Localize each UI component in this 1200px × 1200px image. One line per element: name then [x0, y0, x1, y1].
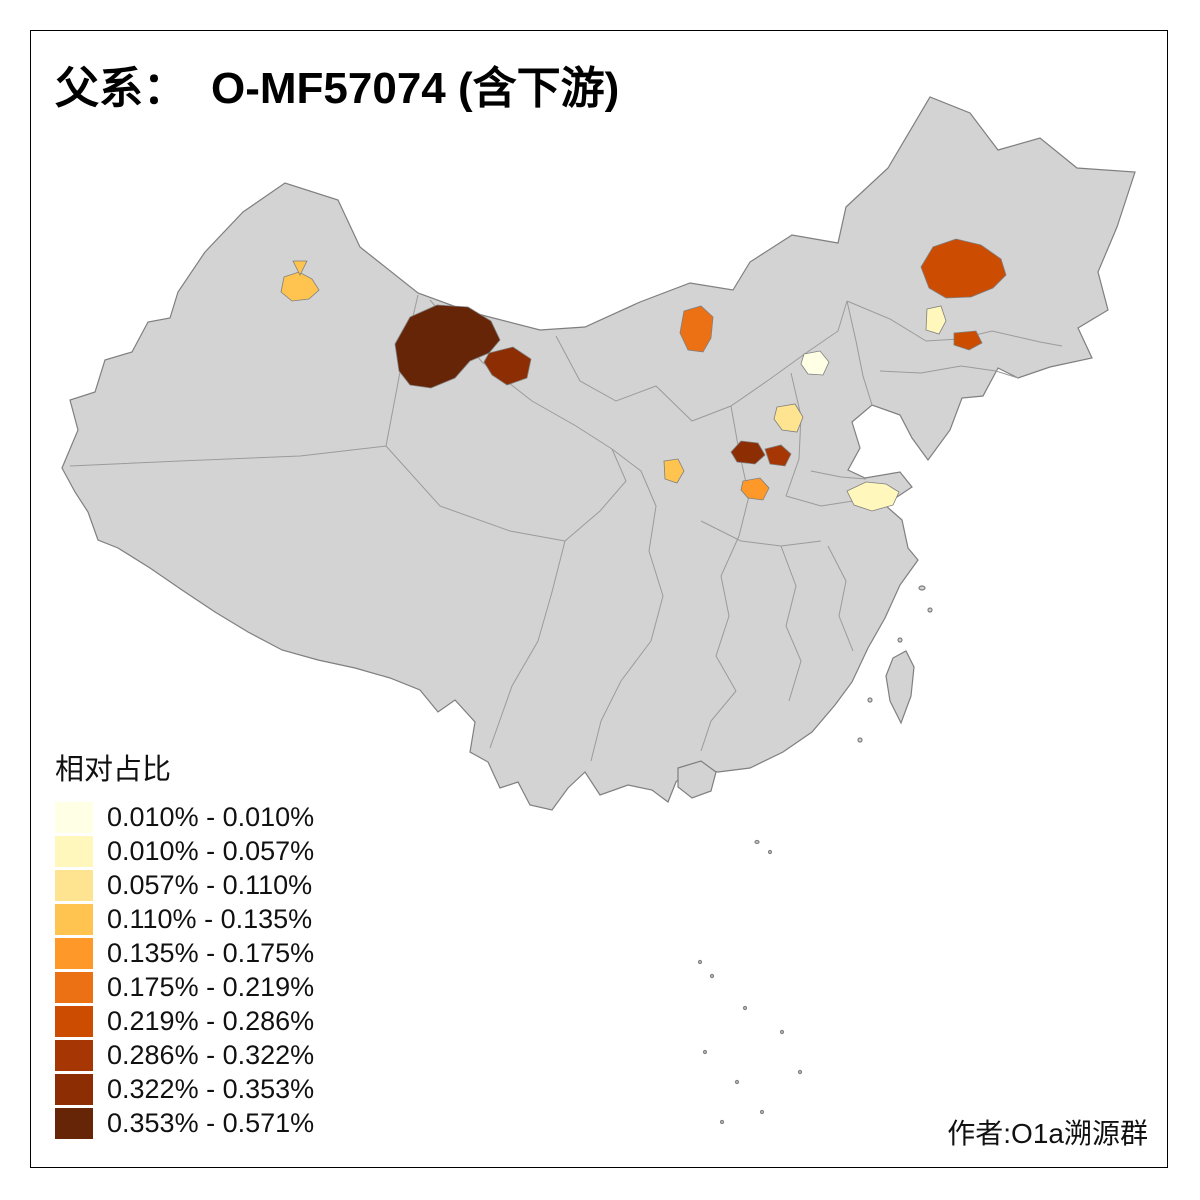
legend-swatch	[55, 836, 93, 867]
legend-swatch	[55, 1040, 93, 1071]
small-island	[767, 849, 773, 855]
region-gansu-west-large	[394, 304, 501, 389]
small-island	[897, 637, 903, 643]
legend-label: 0.353% - 0.571%	[107, 1108, 315, 1138]
region-hebei-light	[773, 403, 804, 433]
legend-label: 0.010% - 0.010%	[107, 802, 315, 832]
region-jilin-dark	[953, 330, 983, 351]
small-island	[709, 973, 715, 979]
legend-swatch	[55, 904, 93, 935]
region-inner-mongolia	[679, 305, 714, 353]
boundary-line	[385, 445, 566, 542]
boundary-line	[489, 540, 566, 749]
region-henan-orange	[740, 477, 770, 501]
boundary-line	[827, 545, 854, 652]
page-title: 父系： O-MF57074 (含下游)	[55, 52, 619, 116]
taiwan-island	[885, 650, 915, 725]
highlighted-regions	[280, 238, 1007, 512]
boundary-line	[555, 300, 848, 422]
region-northeast-large	[920, 238, 1007, 299]
mainland-outline	[61, 96, 1136, 811]
boundary-line	[879, 365, 1019, 379]
region-jilin-pale	[925, 305, 947, 335]
region-xinjiang-exclave	[292, 260, 308, 276]
legend-item: 0.110% - 0.135%	[55, 904, 314, 935]
small-island	[867, 697, 873, 703]
small-island	[742, 1005, 748, 1011]
legend-swatch	[55, 1074, 93, 1105]
boundary-line	[785, 495, 854, 507]
legend-swatch	[55, 972, 93, 1003]
legend-item: 0.322% - 0.353%	[55, 1074, 314, 1105]
legend-label: 0.286% - 0.322%	[107, 1040, 315, 1070]
boundary-line	[590, 640, 652, 762]
legend-items: 0.010% - 0.010% 0.010% - 0.057% 0.057% - 0…	[55, 802, 314, 1139]
legend-item: 0.010% - 0.057%	[55, 836, 314, 867]
boundary-line	[700, 690, 737, 752]
legend-item: 0.010% - 0.010%	[55, 802, 314, 833]
region-shanxi-dark-right	[764, 444, 792, 467]
region-jiangsu-pale	[846, 481, 900, 512]
legend-item: 0.135% - 0.175%	[55, 938, 314, 969]
legend-item: 0.219% - 0.286%	[55, 1006, 314, 1037]
legend-label: 0.110% - 0.135%	[107, 904, 313, 934]
boundary-line	[611, 448, 664, 642]
legend-item: 0.057% - 0.110%	[55, 870, 314, 901]
legend-item: 0.175% - 0.219%	[55, 972, 314, 1003]
region-beijing-pale	[800, 350, 830, 376]
small-island	[779, 1029, 785, 1035]
legend: 相对占比 0.010% - 0.010% 0.010% - 0.057% 0.057…	[55, 746, 314, 1142]
small-island	[797, 1069, 803, 1075]
boundary-line	[846, 300, 873, 406]
legend-swatch	[55, 1006, 93, 1037]
legend-label: 0.135% - 0.175%	[107, 938, 315, 968]
legend-label: 0.010% - 0.057%	[107, 836, 315, 866]
boundary-line	[785, 372, 802, 497]
title-haplogroup: O-MF57074 (含下游)	[211, 64, 620, 113]
hainan-island	[677, 760, 717, 799]
region-gansu-west-small	[483, 346, 532, 386]
small-island	[697, 959, 703, 965]
boundary-line	[730, 405, 750, 537]
small-island	[719, 1119, 725, 1125]
plot-border	[30, 30, 1168, 1168]
small-island	[754, 839, 760, 845]
legend-swatch	[55, 1108, 93, 1139]
author-credit: 作者:O1a溯源群	[947, 1118, 1148, 1149]
province-boundaries	[69, 294, 1063, 762]
boundary-line	[700, 520, 822, 547]
legend-title: 相对占比	[55, 754, 172, 786]
region-shanxi-dark-left	[730, 440, 766, 465]
small-island	[918, 585, 926, 591]
boundary-line	[810, 470, 867, 480]
legend-label: 0.219% - 0.286%	[107, 1006, 315, 1036]
legend-swatch	[55, 802, 93, 833]
small-island	[857, 737, 863, 743]
small-island	[734, 1079, 740, 1085]
legend-swatch	[55, 870, 93, 901]
legend-swatch	[55, 938, 93, 969]
legend-item: 0.353% - 0.571%	[55, 1108, 314, 1139]
small-island	[759, 1109, 765, 1115]
small-island	[927, 607, 933, 613]
boundary-line	[564, 448, 627, 542]
legend-label: 0.175% - 0.219%	[107, 972, 315, 1002]
legend-item: 0.286% - 0.322%	[55, 1040, 314, 1071]
legend-label: 0.322% - 0.353%	[107, 1074, 315, 1104]
small-island	[702, 1049, 708, 1055]
islands	[677, 585, 933, 1125]
region-gansu-east-orange	[663, 458, 685, 484]
legend-label: 0.057% - 0.110%	[107, 870, 313, 900]
boundary-line	[715, 535, 740, 692]
title-prefix: 父系：	[55, 64, 187, 113]
boundary-line	[780, 545, 802, 702]
